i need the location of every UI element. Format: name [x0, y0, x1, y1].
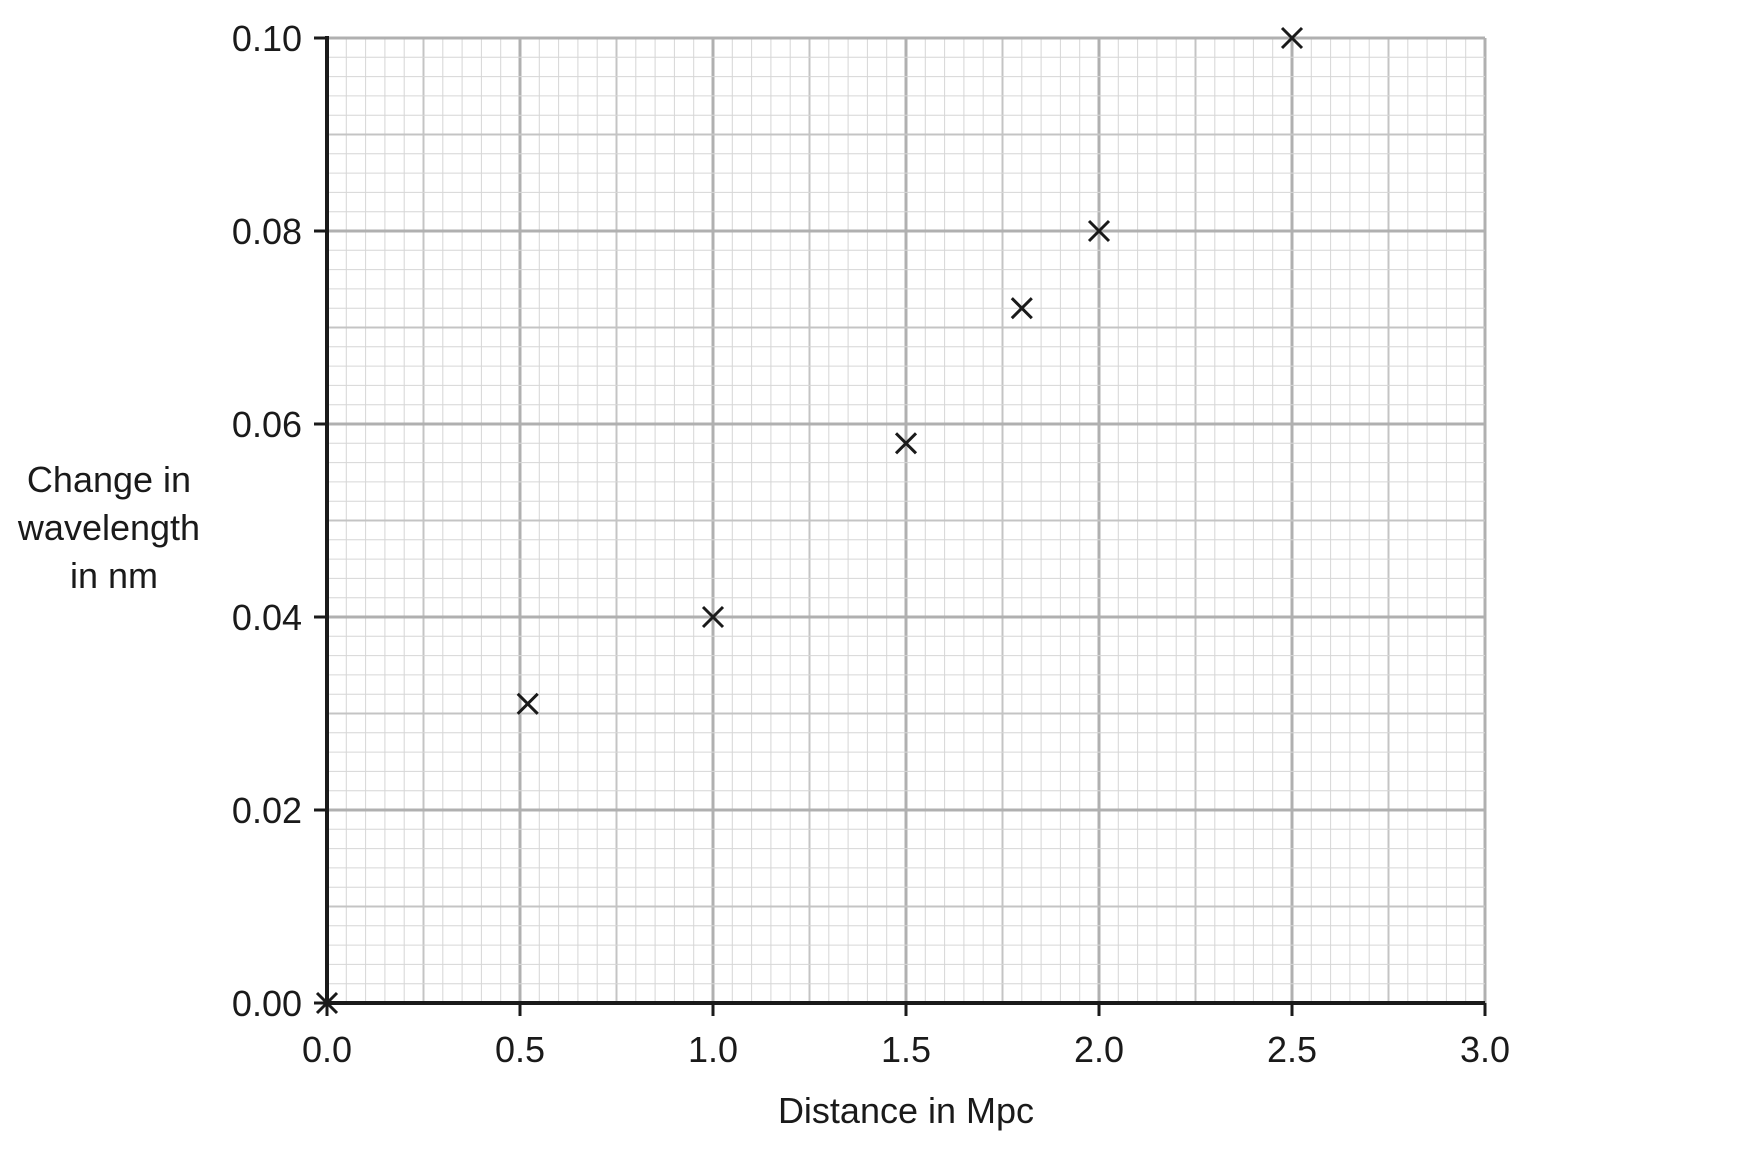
data-point	[1087, 219, 1111, 243]
marker-stroke	[701, 605, 725, 629]
data-point	[1280, 26, 1304, 50]
y-tick-label: 0.10	[232, 18, 302, 59]
y-tick-label: 0.00	[232, 983, 302, 1024]
y-tick-label: 0.06	[232, 404, 302, 445]
x-tick-label: 2.0	[1074, 1029, 1124, 1070]
marker-stroke	[894, 432, 918, 455]
y-tick-label: 0.08	[232, 211, 302, 252]
y-axis-title-line-2: wavelength	[17, 507, 200, 548]
data-point	[1010, 297, 1033, 320]
marker-stroke	[1087, 219, 1111, 243]
data-point	[516, 692, 539, 715]
data-point	[701, 605, 725, 629]
data-point	[315, 991, 339, 1015]
x-tick-label: 0.5	[495, 1029, 545, 1070]
axis-titles: Distance in Mpc Change in wavelength in …	[17, 459, 1034, 1131]
marker-stroke	[1280, 26, 1304, 50]
y-axis-title: Change in wavelength in nm	[17, 459, 210, 596]
y-axis-title-line-3: in nm	[70, 555, 158, 596]
data-point	[894, 432, 918, 455]
marker-stroke	[1010, 297, 1033, 320]
x-tick-label: 0.0	[302, 1029, 352, 1070]
tick-labels: 0.0 0.5 1.0 1.5 2.0 2.5 3.0 0.00 0.02 0.04 0.06 0.0…	[232, 18, 1510, 1070]
y-axis-title-line-1: Change in	[27, 459, 191, 500]
x-tick-label: 3.0	[1460, 1029, 1510, 1070]
data-points	[315, 26, 1304, 1015]
x-tick-label: 2.5	[1267, 1029, 1317, 1070]
x-tick-label: 1.0	[688, 1029, 738, 1070]
marker-stroke	[315, 991, 339, 1015]
marker-stroke	[516, 692, 539, 715]
grid	[325, 36, 1487, 1005]
y-tick-label: 0.02	[232, 790, 302, 831]
y-tick-label: 0.04	[232, 597, 302, 638]
x-tick-label: 1.5	[881, 1029, 931, 1070]
x-axis-title: Distance in Mpc	[778, 1090, 1034, 1131]
